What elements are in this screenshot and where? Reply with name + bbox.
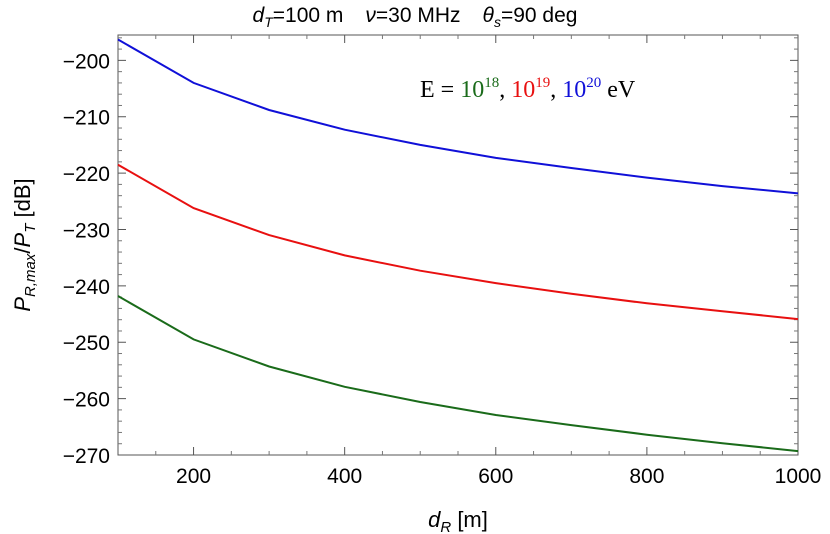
title-dt-sub: T <box>264 14 274 30</box>
title-nu-value: =30 MHz <box>376 4 461 27</box>
series-line-0 <box>117 295 799 453</box>
y-tick-label-0: −270 <box>63 445 110 468</box>
y-axis-label: PR,max/PT [dB] <box>10 178 39 311</box>
title-theta-symbol: θ <box>483 4 495 27</box>
title-theta-sub: s <box>494 14 501 30</box>
series-line-2 <box>117 38 799 195</box>
y-tick-label-7: −200 <box>63 50 110 73</box>
ylabel-unit: [dB] <box>10 178 35 223</box>
series-lines <box>117 38 799 453</box>
ylabel-p2-sub: T <box>22 222 39 233</box>
x-tick-label-1: 400 <box>327 465 362 488</box>
chart-title: dT=100 m ν=30 MHz θs=90 deg <box>253 4 578 30</box>
title-nu-symbol: ν <box>365 4 376 27</box>
y-tick-label-4: −230 <box>63 219 110 242</box>
legend: E = 1018, 1019, 1020 eV <box>420 75 636 103</box>
ylabel-p1-sub: R,max <box>22 253 39 297</box>
x-axis-label: dR [m] <box>428 507 488 534</box>
legend-sep1: , <box>499 77 511 103</box>
legend-prefix: E = <box>420 77 460 103</box>
tick-labels: 200 400 600 800 1000 −270 −260 −250 −240 −230 −220… <box>63 50 822 488</box>
legend-e19-exp: 19 <box>535 75 550 91</box>
legend-suffix: eV <box>601 77 636 103</box>
ylabel-slash: / <box>10 247 35 254</box>
legend-e18-exp: 18 <box>484 75 499 91</box>
xlabel-sub: R <box>440 519 451 534</box>
y-tick-label-2: −250 <box>63 332 110 355</box>
x-tick-label-0: 200 <box>176 465 211 488</box>
legend-e20-base: 10 <box>562 77 586 103</box>
ylabel-p1: P <box>10 297 35 312</box>
xlabel-symbol: d <box>428 507 441 532</box>
x-tick-label-3: 800 <box>629 465 664 488</box>
legend-e18-base: 10 <box>460 77 484 103</box>
series-line-1 <box>117 163 799 321</box>
legend-e20-exp: 20 <box>586 75 601 91</box>
y-tick-label-3: −240 <box>63 276 110 299</box>
legend-sep2: , <box>550 77 562 103</box>
x-tick-label-4: 1000 <box>775 465 822 488</box>
title-dt-symbol: d <box>253 4 266 27</box>
title-theta-value: =90 deg <box>501 4 578 27</box>
legend-e19-base: 10 <box>511 77 535 103</box>
y-tick-label-5: −220 <box>63 163 110 186</box>
y-tick-label-1: −260 <box>63 389 110 412</box>
title-dt-value: =100 m <box>273 4 344 27</box>
x-tick-label-2: 600 <box>478 465 513 488</box>
xlabel-unit: [m] <box>451 507 488 532</box>
ylabel-p2: P <box>10 232 35 247</box>
y-tick-label-6: −210 <box>63 107 110 130</box>
